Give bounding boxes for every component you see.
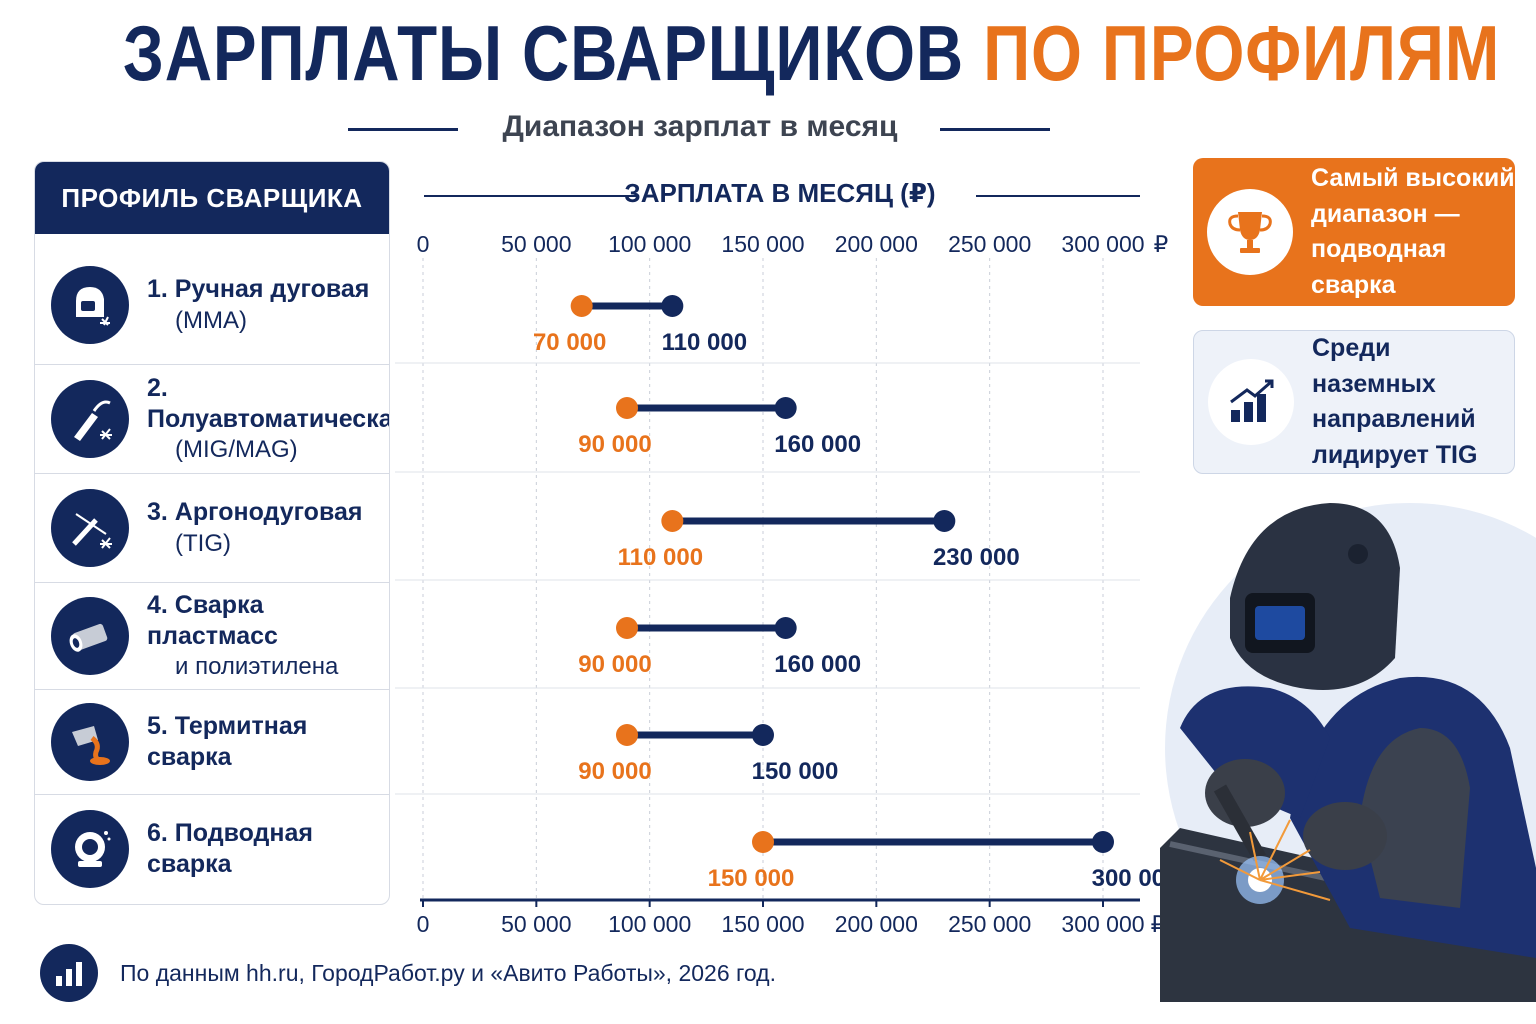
page-title: ЗАРПЛАТЫ СВАРЩИКОВ ПО ПРОФИЛЯМ xyxy=(122,8,1499,99)
max-point xyxy=(933,510,956,532)
tig-leader-card: Среди наземных направлений лидирует TIG xyxy=(1193,330,1515,474)
min-label: 90 000 xyxy=(578,758,651,785)
profile-sub: и полиэтилена xyxy=(175,653,339,681)
min-label: 110 000 xyxy=(618,544,703,571)
profile-row-2: 2. Полуавтоматическая (MIG/MAG) xyxy=(35,365,390,473)
profile-name: 5. Термитная сварка xyxy=(147,711,308,771)
divider xyxy=(35,794,389,795)
max-point xyxy=(774,617,797,639)
tig-torch-icon xyxy=(51,489,129,567)
max-label: 150 000 xyxy=(752,758,839,785)
profile-name: 4. Сварка пластмасс xyxy=(147,590,278,650)
growth-chart-icon xyxy=(1208,359,1294,445)
profile-sub: (TIG) xyxy=(175,529,231,557)
min-point xyxy=(661,510,684,532)
min-point xyxy=(616,724,638,746)
salary-header-rule-right xyxy=(976,195,1140,197)
subtitle-row: Диапазон зарплат в месяц xyxy=(0,110,1536,150)
profile-name: 3. Аргонодуговая xyxy=(147,498,363,527)
min-point xyxy=(616,617,638,639)
welder-illustration xyxy=(1160,503,1536,1002)
profile-row-5: 5. Термитная сварка xyxy=(35,690,389,794)
source-note: По данным hh.ru, ГородРабот.ру и «Авито … xyxy=(40,944,776,1002)
mig-torch-icon xyxy=(51,380,129,458)
subtitle: Диапазон зарплат в месяц xyxy=(502,110,898,143)
salary-header: ЗАРПЛАТА В МЕСЯЦ (₽) xyxy=(420,178,1140,218)
title-part-navy: ЗАРПЛАТЫ СВАРЩИКОВ xyxy=(122,9,965,97)
subtitle-rule-right xyxy=(940,128,1050,131)
profile-panel-header: ПРОФИЛЬ СВАРЩИКА xyxy=(35,162,389,234)
x-tick-label-bottom: 200 000 xyxy=(835,911,918,937)
salary-header-rule-left xyxy=(424,195,636,197)
x-tick-label-bottom: 250 000 xyxy=(948,911,1031,937)
divider xyxy=(35,689,389,690)
divider xyxy=(35,582,389,583)
x-tick-label-top: 100 000 xyxy=(608,231,691,257)
max-point xyxy=(752,724,774,746)
pipe-icon xyxy=(51,597,129,675)
min-label: 150 000 xyxy=(708,865,795,892)
max-label: 230 000 xyxy=(933,544,1020,571)
max-label: 160 000 xyxy=(774,651,861,678)
min-label: 70 000 xyxy=(533,329,606,356)
profile-name: 2. Полуавтоматическая xyxy=(147,373,390,433)
highest-range-card: Самый высокий диапазон — подводная сварк… xyxy=(1193,158,1515,306)
x-tick-label-top: 50 000 xyxy=(501,231,571,257)
profile-row-6: 6. Подводная сварка xyxy=(35,795,389,903)
x-tick-label-bottom: 300 000 xyxy=(1061,911,1144,937)
welding-mask-icon xyxy=(51,266,129,344)
profile-sub: (MMA) xyxy=(175,306,247,334)
x-tick-label-top: 150 000 xyxy=(721,231,804,257)
source-text: По данным hh.ru, ГородРабот.ру и «Авито … xyxy=(120,959,776,986)
divider xyxy=(35,473,389,474)
x-tick-label-bottom: 100 000 xyxy=(608,911,691,937)
profile-row-1: 1. Ручная дуговая (MMA) xyxy=(35,246,389,364)
highest-range-text: Самый высокий диапазон — подводная сварк… xyxy=(1311,164,1515,299)
profile-panel: ПРОФИЛЬ СВАРЩИКА 1. Ручная дуговая (MMA) … xyxy=(34,161,390,905)
min-point xyxy=(570,295,593,317)
max-point xyxy=(1092,831,1114,853)
divider xyxy=(35,364,389,365)
crucible-icon xyxy=(51,703,129,781)
max-point xyxy=(774,397,797,419)
x-tick-label-top: 200 000 xyxy=(835,231,918,257)
profile-row-4: 4. Сварка пластмасс и полиэтилена xyxy=(35,583,389,689)
x-unit-label-top: ₽ xyxy=(1154,231,1169,257)
x-tick-label-bottom: 150 000 xyxy=(721,911,804,937)
min-point xyxy=(752,831,774,853)
x-tick-label-top: 0 xyxy=(417,231,430,257)
x-tick-label-bottom: 0 xyxy=(417,911,430,937)
min-label: 90 000 xyxy=(578,651,651,678)
title-part-orange: ПО ПРОФИЛЯМ xyxy=(983,9,1501,97)
profile-row-3: 3. Аргонодуговая (TIG) xyxy=(35,474,389,582)
max-point xyxy=(661,295,684,317)
profile-name: 1. Ручная дуговая xyxy=(147,275,370,304)
x-tick-label-top: 250 000 xyxy=(948,231,1031,257)
min-label: 90 000 xyxy=(578,431,651,458)
max-label: 160 000 xyxy=(774,431,861,458)
min-point xyxy=(616,397,638,419)
x-tick-label-top: 300 000 xyxy=(1061,231,1144,257)
max-label: 110 000 xyxy=(662,329,747,356)
salary-header-text: ЗАРПЛАТА В МЕСЯЦ (₽) xyxy=(624,178,936,208)
trophy-icon xyxy=(1207,189,1293,275)
tig-leader-text: Среди наземных направлений лидирует TIG xyxy=(1312,334,1478,469)
bar-chart-icon xyxy=(40,944,98,1002)
x-tick-label-bottom: 50 000 xyxy=(501,911,571,937)
diver-helmet-icon xyxy=(51,810,129,888)
profile-name: 6. Подводная сварка xyxy=(147,818,314,878)
profile-sub: (MIG/MAG) xyxy=(175,436,298,464)
subtitle-rule-left xyxy=(348,128,458,131)
